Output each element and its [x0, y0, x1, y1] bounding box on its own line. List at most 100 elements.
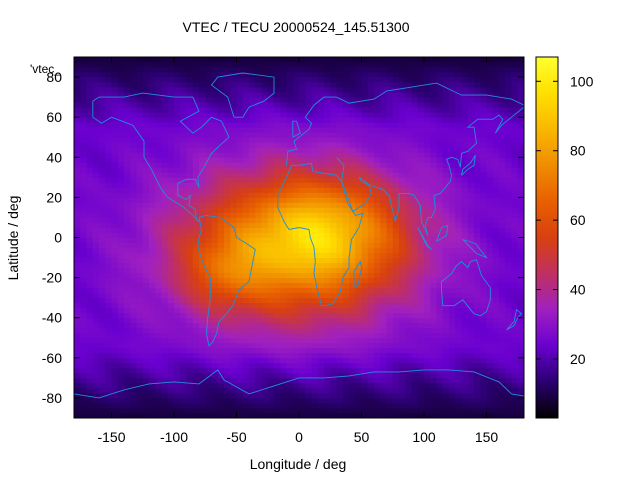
heatmap-cell [74, 157, 81, 163]
heatmap-cell [99, 212, 106, 218]
heatmap-cell [449, 57, 456, 63]
heatmap-cell [167, 277, 175, 284]
heatmap-cell [86, 387, 94, 394]
heatmap-cell [386, 387, 394, 394]
heatmap-cell [99, 217, 106, 223]
heatmap-cell [249, 142, 256, 148]
heatmap-cell [342, 192, 350, 198]
heatmap-cell [330, 357, 337, 364]
heatmap-cell [386, 227, 394, 233]
heatmap-cell [99, 127, 106, 133]
heatmap-cell [492, 262, 500, 268]
heatmap-cell [380, 182, 387, 188]
heatmap-cell [136, 167, 144, 173]
heatmap-cell [324, 217, 331, 223]
heatmap-cell [111, 287, 119, 294]
heatmap-cell [380, 97, 387, 103]
heatmap-cell [236, 297, 244, 304]
heatmap-cell [392, 337, 400, 344]
heatmap-cell [386, 182, 394, 188]
heatmap-cell [280, 227, 287, 233]
heatmap-cell [442, 367, 450, 374]
heatmap-cell [274, 167, 281, 173]
heatmap-cell [236, 312, 244, 319]
heatmap-cell [361, 187, 369, 193]
heatmap-cell [436, 212, 444, 218]
heatmap-cell [111, 267, 119, 273]
heatmap-cell [149, 102, 156, 108]
heatmap-cell [161, 82, 169, 88]
heatmap-cell [249, 177, 256, 183]
heatmap-cell [230, 272, 237, 279]
heatmap-cell [380, 102, 387, 108]
heatmap-cell [236, 237, 244, 243]
heatmap-cell [480, 137, 487, 143]
heatmap-cell [217, 412, 225, 419]
heatmap-cell [499, 287, 506, 294]
heatmap-cell [280, 327, 287, 334]
heatmap-cell [211, 292, 219, 299]
heatmap-cell [192, 142, 200, 148]
heatmap-cell [411, 392, 419, 399]
heatmap-cell [474, 282, 481, 289]
heatmap-cell [330, 372, 337, 379]
heatmap-cell [86, 277, 94, 284]
heatmap-cell [361, 172, 369, 178]
heatmap-cell [186, 112, 194, 118]
heatmap-cell [161, 397, 169, 404]
heatmap-cell [130, 412, 137, 419]
heatmap-cell [399, 297, 406, 304]
heatmap-cell [280, 332, 287, 339]
heatmap-cell [367, 282, 375, 289]
heatmap-cell [330, 257, 337, 263]
heatmap-cell [211, 212, 219, 218]
heatmap-cell [199, 312, 206, 319]
heatmap-cell [367, 227, 375, 233]
heatmap-cell [124, 162, 131, 168]
heatmap-cell [99, 292, 106, 299]
heatmap-cell [111, 167, 119, 173]
heatmap-cell [224, 382, 231, 389]
heatmap-cell [149, 257, 156, 263]
heatmap-area [74, 57, 525, 419]
heatmap-cell [449, 77, 456, 83]
heatmap-cell [292, 407, 300, 414]
heatmap-cell [424, 227, 431, 233]
heatmap-cell [74, 57, 81, 63]
heatmap-cell [124, 252, 131, 258]
heatmap-cell [499, 322, 506, 329]
heatmap-cell [255, 307, 262, 314]
heatmap-cell [105, 242, 112, 248]
heatmap-cell [224, 162, 231, 168]
heatmap-cell [211, 112, 219, 118]
heatmap-cell [336, 122, 344, 128]
heatmap-cell [186, 282, 194, 289]
heatmap-cell [324, 232, 331, 238]
heatmap-cell [192, 362, 200, 369]
heatmap-cell [392, 307, 400, 314]
heatmap-cell [367, 332, 375, 339]
heatmap-cell [361, 302, 369, 309]
heatmap-cell [111, 162, 119, 168]
heatmap-cell [80, 57, 87, 63]
heatmap-cell [261, 182, 269, 188]
heatmap-cell [255, 132, 262, 138]
heatmap-cell [392, 287, 400, 294]
heatmap-cell [224, 142, 231, 148]
heatmap-cell [336, 252, 344, 258]
heatmap-cell [199, 272, 206, 279]
heatmap-cell [117, 197, 125, 203]
heatmap-cell [392, 112, 400, 118]
heatmap-cell [211, 172, 219, 178]
heatmap-cell [299, 387, 306, 394]
heatmap-cell [474, 312, 481, 319]
heatmap-cell [424, 112, 431, 118]
heatmap-cell [374, 132, 381, 138]
heatmap-cell [224, 412, 231, 419]
heatmap-cell [299, 272, 306, 279]
heatmap-cell [505, 347, 512, 354]
heatmap-cell [411, 62, 419, 68]
heatmap-cell [105, 372, 112, 379]
heatmap-cell [105, 152, 112, 158]
heatmap-cell [124, 197, 131, 203]
